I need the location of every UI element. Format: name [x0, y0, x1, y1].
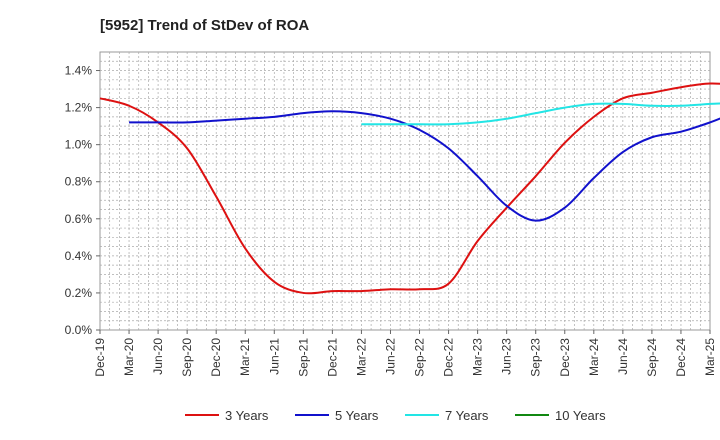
x-tick-label: Dec-20	[209, 338, 223, 377]
x-tick-label: Dec-22	[442, 338, 456, 377]
y-tick-label: 0.0%	[65, 323, 93, 337]
x-tick-label: Dec-23	[558, 338, 572, 377]
x-tick-label: Dec-24	[674, 338, 688, 377]
x-tick-label: Dec-21	[325, 338, 339, 377]
legend-label: 3 Years	[225, 408, 269, 423]
series-line-3-years	[99, 82, 720, 295]
y-tick-label: 1.0%	[65, 138, 93, 152]
x-tick-label: Jun-20	[151, 338, 165, 375]
x-tick-label: Jun-22	[383, 338, 397, 375]
x-tick-label: Mar-24	[587, 338, 601, 376]
x-tick-label: Mar-23	[471, 338, 485, 376]
x-tick-label: Mar-21	[238, 338, 252, 376]
x-tick-label: Jun-23	[500, 338, 514, 375]
x-tick-label: Sep-23	[529, 338, 543, 377]
x-tick-label: Jun-21	[267, 338, 281, 375]
y-tick-label: 1.2%	[65, 101, 93, 115]
x-tick-label: Jun-24	[616, 338, 630, 375]
x-tick-label: Mar-20	[122, 338, 136, 376]
legend-label: 10 Years	[555, 408, 606, 423]
y-tick-label: 0.8%	[65, 175, 93, 189]
chart-title: [5952] Trend of StDev of ROA	[100, 17, 309, 34]
x-tick-label: Dec-19	[93, 338, 107, 377]
x-tick-label: Mar-22	[354, 338, 368, 376]
y-tick-label: 0.6%	[65, 212, 93, 226]
y-tick-label: 1.4%	[65, 64, 93, 78]
x-tick-label: Sep-20	[180, 338, 194, 377]
y-tick-label: 0.4%	[65, 249, 93, 263]
plot-area: 0.0% 0.2% 0.4% 0.6% 0.8% 1.0% 1.2% 1.4% Dec-19 Ma…	[65, 51, 720, 377]
legend-label: 7 Years	[445, 408, 489, 423]
x-tick-label: Mar-25	[703, 338, 717, 376]
x-tick-label: Sep-24	[645, 338, 659, 377]
x-tick-label: Sep-21	[296, 338, 310, 377]
legend: 3 Years 5 Years 7 Years 10 Years	[185, 408, 606, 423]
x-tick-label: Sep-22	[413, 338, 427, 377]
series-line-7-years	[361, 102, 720, 126]
legend-label: 5 Years	[335, 408, 379, 423]
series-line-5-years	[129, 110, 720, 222]
y-tick-label: 0.2%	[65, 286, 93, 300]
